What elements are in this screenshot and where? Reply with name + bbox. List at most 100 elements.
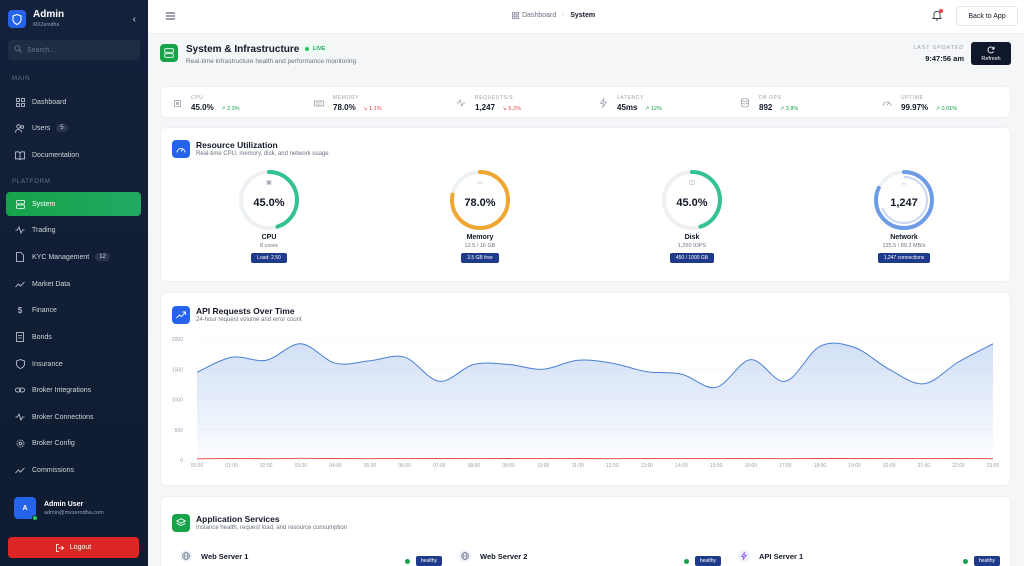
status-dot <box>962 558 968 564</box>
menu-icon[interactable] <box>166 12 175 22</box>
breadcrumb-dashboard[interactable]: Dashboard <box>522 12 557 19</box>
top-bar: Dashboard / System Back to App <box>148 0 1024 34</box>
y-tick-label: 500 <box>175 428 184 434</box>
sidebar-item-label: Dashboard <box>32 98 67 106</box>
stat-change: ↗ 0.01% <box>935 105 958 112</box>
sidebar-item-dashboard[interactable]: Dashboard <box>6 90 141 114</box>
api-chart-subtitle: 24-hour request volume and error count <box>196 317 302 323</box>
section-label-platform: PLATFORM <box>12 179 51 185</box>
sidebar-item-bonds[interactable]: Bonds <box>6 325 141 349</box>
x-tick-label: 22:00 <box>952 463 965 469</box>
stat-change: ↗ 3.8% <box>779 105 799 112</box>
x-tick-label: 15:00 <box>710 463 723 469</box>
stat-value: 99.97% <box>901 102 929 112</box>
sidebar-item-finance[interactable]: $ Finance <box>6 298 141 322</box>
search-input[interactable] <box>27 46 137 54</box>
stat-value: 45ms <box>617 102 638 112</box>
x-tick-label: 04:00 <box>329 463 342 469</box>
service-api-server-1[interactable]: API Server 1 healthy <box>738 546 1000 566</box>
gauge-name: CPU <box>261 234 277 241</box>
stat-value: 892 <box>759 102 773 112</box>
back-to-app-button[interactable]: Back to App <box>956 6 1018 26</box>
sidebar-item-users[interactable]: Users 5 <box>6 116 141 140</box>
avatar: A <box>14 497 38 521</box>
sidebar-item-documentation[interactable]: Documentation <box>6 143 141 167</box>
lightning-icon <box>738 550 750 562</box>
sidebar-item-label: Commissions <box>32 466 75 474</box>
x-tick-label: 19:00 <box>848 463 861 469</box>
live-badge: LIVE <box>301 43 331 54</box>
status-badge: healthy <box>415 556 442 566</box>
svg-text:◫: ◫ <box>689 180 695 186</box>
layers-icon <box>172 514 190 532</box>
status-badge: healthy <box>973 556 1000 566</box>
sidebar-item-market-data[interactable]: Market Data <box>6 272 141 296</box>
sidebar-item-commissions[interactable]: Commissions <box>6 458 141 482</box>
trend-icon <box>15 465 25 475</box>
application-services-card: Application Services Instance health, re… <box>160 496 1011 566</box>
stat-uptime: UPTIME 99.97% ↗ 0.01% <box>881 92 957 114</box>
globe-icon <box>180 550 192 562</box>
trend-icon <box>15 279 25 289</box>
sidebar-item-broker-config[interactable]: Broker Config <box>6 431 141 455</box>
sidebar-item-trading[interactable]: Trading <box>6 218 141 242</box>
stat-change: ↘ 5.2% <box>502 105 521 112</box>
x-tick-label: 00:00 <box>191 463 204 469</box>
svg-text:▣: ▣ <box>266 180 272 186</box>
gauge-name: Network <box>890 234 918 241</box>
x-tick-label: 10:00 <box>537 463 550 469</box>
gauge-name: Memory <box>466 234 494 241</box>
shield-logo-icon <box>8 10 26 28</box>
x-tick-label: 14:00 <box>675 463 688 469</box>
logout-button[interactable]: Logout <box>8 537 139 558</box>
gauge-network: ◠ 1,247 Network 125.5 / 89.3 MB/s 1,247 … <box>844 168 964 263</box>
activity-icon <box>455 99 467 107</box>
sidebar-search[interactable] <box>8 40 140 60</box>
breadcrumb: Dashboard / System <box>512 12 595 19</box>
refresh-button[interactable]: Refresh <box>971 42 1011 65</box>
gauge-tag: 1,247 connections <box>877 253 931 263</box>
service-name: Web Server 2 <box>480 551 528 561</box>
sidebar-item-broker-integrations[interactable]: Broker Integrations <box>6 378 141 402</box>
gear-icon <box>15 438 25 448</box>
sidebar-item-label: Market Data <box>32 280 71 288</box>
brand-title: Admin <box>33 9 65 20</box>
x-tick-label: 09:00 <box>502 463 515 469</box>
service-name: API Server 1 <box>759 551 804 561</box>
stat-label: LATENCY <box>617 94 644 101</box>
service-name: Web Server 1 <box>201 551 249 561</box>
breadcrumb-current: System <box>570 12 596 19</box>
collapse-sidebar-icon[interactable]: ‹ <box>132 13 136 25</box>
breadcrumb-separator: / <box>562 12 565 19</box>
user-name: Admin User <box>44 500 84 508</box>
services-subtitle: Instance health, request load, and resou… <box>196 525 348 531</box>
sidebar-item-label: Broker Connections <box>32 413 94 421</box>
file-icon <box>15 252 25 262</box>
notification-bell-icon[interactable] <box>931 9 943 23</box>
cpu-icon <box>171 99 183 108</box>
sidebar-item-kyc-management[interactable]: KYC Management 12 <box>6 245 141 269</box>
sidebar-item-broker-connections[interactable]: Broker Connections <box>6 405 141 429</box>
resource-title: Resource Utilization <box>196 140 278 150</box>
gauge-arc <box>662 170 722 230</box>
status-dot <box>683 558 689 564</box>
avatar-initial: A <box>22 504 28 512</box>
stat-value: 78.0% <box>333 102 356 112</box>
sidebar-item-label: Trading <box>32 226 56 234</box>
sidebar-item-system[interactable]: System <box>6 192 141 216</box>
globe-icon <box>459 550 471 562</box>
breadcrumb-grid-icon <box>512 12 519 19</box>
gauge-icon <box>881 99 893 107</box>
refresh-label: Refresh <box>981 55 1001 62</box>
service-web-server-2[interactable]: Web Server 2 healthy <box>459 546 721 566</box>
user-card[interactable]: A Admin User admin@mxzerodha.com <box>0 497 148 521</box>
service-web-server-1[interactable]: Web Server 1 healthy <box>180 546 442 566</box>
sidebar-item-insurance[interactable]: Insurance <box>6 352 141 376</box>
services-title: Application Services <box>196 514 280 524</box>
x-tick-label: 12:00 <box>606 463 619 469</box>
gauge-detail: 125.5 / 89.3 MB/s <box>882 243 926 249</box>
server-icon <box>15 199 25 209</box>
resource-subtitle: Real-time CPU, memory, disk, and network… <box>196 151 329 157</box>
stat-requests: REQUESTS/S 1,247 ↘ 5.2% <box>455 92 521 114</box>
logout-icon <box>55 543 64 552</box>
